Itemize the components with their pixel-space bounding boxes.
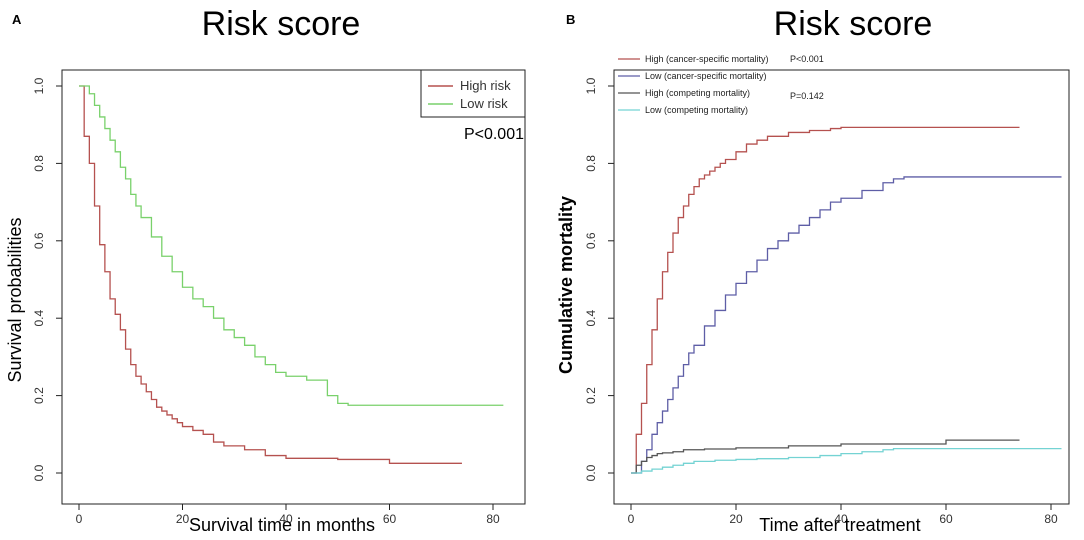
panel-b-series <box>631 126 1062 474</box>
x-tick-label: 80 <box>1044 512 1058 526</box>
panel-b: B Risk score 0 20 40 60 80 0.0 0.2 0.4 0.6 0.8 1.… <box>556 5 1070 535</box>
panel-b-p-value-competing: P=0.142 <box>790 91 824 101</box>
series-line-b-high-cancer-specific-mortality <box>631 126 1020 474</box>
legend-label-low-competing: Low (competing mortality) <box>645 105 748 115</box>
y-tick-label: 0.4 <box>32 310 46 327</box>
legend-label-low-risk: Low risk <box>460 96 508 111</box>
y-tick-label: 0.4 <box>584 310 598 327</box>
panel-a-series <box>79 85 504 464</box>
x-tick-label: 20 <box>729 512 743 526</box>
panel-a-letter: A <box>12 12 22 27</box>
y-tick-label: 0.8 <box>32 155 46 172</box>
panel-a-legend: High risk Low risk <box>420 69 526 118</box>
panel-a-x-ticks: 0 20 40 60 80 <box>76 504 500 526</box>
legend-label-high-risk: High risk <box>460 78 511 93</box>
panel-b-x-ticks: 0 20 40 60 80 <box>628 504 1058 526</box>
y-tick-label: 0.0 <box>32 464 46 481</box>
panel-a-y-ticks: 0.0 0.2 0.4 0.6 0.8 1.0 <box>32 77 62 481</box>
x-tick-label: 80 <box>486 512 500 526</box>
panel-b-title: Risk score <box>774 5 933 43</box>
y-tick-label: 0.6 <box>32 232 46 249</box>
y-tick-label: 0.0 <box>584 464 598 481</box>
y-tick-label: 0.8 <box>584 155 598 172</box>
panel-a-plot-frame <box>61 69 526 505</box>
series-line-b-low-competing-mortality <box>631 447 1062 474</box>
panel-b-p-value-cancer: P<0.001 <box>790 54 824 64</box>
x-tick-label: 60 <box>383 512 397 526</box>
panel-b-y-axis-label: Cumulative mortality <box>556 196 576 374</box>
panel-b-y-ticks: 0.0 0.2 0.4 0.6 0.8 1.0 <box>584 77 614 481</box>
y-tick-label: 1.0 <box>32 77 46 94</box>
panel-a: A Risk score 0 20 40 60 80 0.0 0.2 0.4 0.6 0.8 1.… <box>5 5 526 535</box>
panel-b-plot-frame <box>613 69 1070 505</box>
x-tick-label: 40 <box>279 512 293 526</box>
panel-b-legend: High (cancer-specific mortality) Low (ca… <box>618 54 769 115</box>
legend-label-high-competing: High (competing mortality) <box>645 88 750 98</box>
series-line-a-high-risk <box>79 85 462 464</box>
series-line-b-low-cancer-specific-mortality <box>631 176 1062 474</box>
panel-a-p-value: P<0.001 <box>464 126 524 143</box>
panel-a-legend-box <box>420 69 526 118</box>
panel-a-x-axis-label: Survival time in months <box>189 515 375 535</box>
x-tick-label: 0 <box>76 512 83 526</box>
y-tick-label: 0.6 <box>584 232 598 249</box>
panel-b-x-axis-label: Time after treatment <box>759 515 920 535</box>
legend-label-high-cancer: High (cancer-specific mortality) <box>645 54 769 64</box>
series-line-b-high-competing-mortality <box>631 439 1020 474</box>
y-tick-label: 0.2 <box>32 387 46 404</box>
panel-a-y-axis-label: Survival probabilities <box>5 217 25 382</box>
y-tick-label: 1.0 <box>584 77 598 94</box>
x-tick-label: 40 <box>834 512 848 526</box>
series-line-a-low-risk <box>79 85 504 406</box>
x-tick-label: 60 <box>939 512 953 526</box>
panel-a-title: Risk score <box>202 5 361 43</box>
panel-b-letter: B <box>566 12 575 27</box>
legend-label-low-cancer: Low (cancer-specific mortality) <box>645 71 767 81</box>
x-tick-label: 20 <box>176 512 190 526</box>
x-tick-label: 0 <box>628 512 635 526</box>
y-tick-label: 0.2 <box>584 387 598 404</box>
